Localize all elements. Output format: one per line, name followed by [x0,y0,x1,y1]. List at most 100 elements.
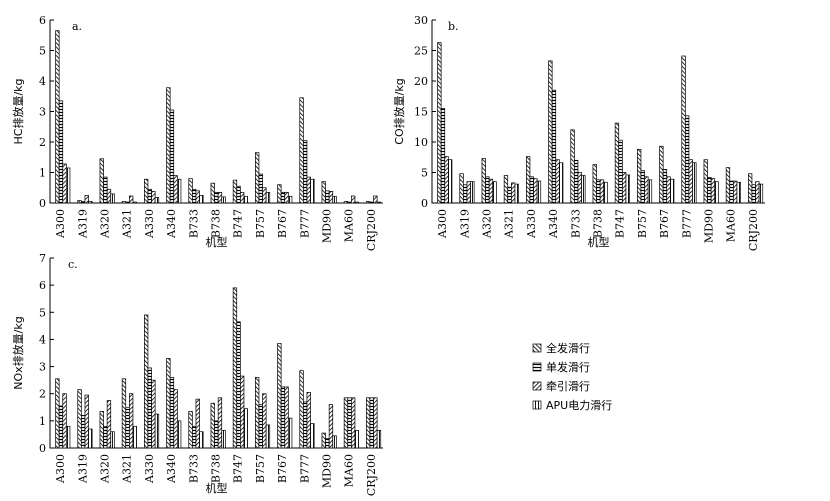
bar-b767-series-2 [280,386,286,449]
category-label: B733 [187,209,200,238]
bar-b733-series-3 [577,172,582,204]
bar-a321-series-3 [129,393,134,449]
bar-b767-series-4 [669,178,675,204]
bar-b757-series-4 [647,179,653,204]
y-axis-title: CO排放量/kg [392,78,406,144]
bar-b733-series-3 [195,190,200,204]
bar-a340-series-1 [166,87,171,204]
bar-b777-series-2 [303,140,308,204]
category-label: A300 [436,209,449,239]
bar-md90-series-1 [703,159,708,204]
chart-panels: 0 1 2 3 4 5 6 A300 A319 A320 A321 A330 A340 B733 B738 B… [11,14,765,496]
bar-b757-series-4 [265,424,271,449]
bar-a340-series-3 [173,389,178,449]
bar-a321-series-2 [125,201,130,204]
bar-b767-series-2 [662,169,668,204]
bar-a320-series-3 [488,178,494,204]
category-label: A321 [121,454,134,484]
bar-crj200-series-2 [369,397,374,449]
y-tick-label: 20 [414,75,428,88]
y-tick-label: 6 [39,14,46,27]
bar-a340-series-3 [173,175,178,204]
bar-b738-series-4 [603,181,608,204]
bar-a340-series-2 [169,377,175,449]
bar-a320-series-2 [485,176,490,204]
bar-b733-series-4 [199,195,204,204]
bar-a340-series-2 [169,109,175,204]
category-label: B757 [254,454,267,483]
bar-a300-series-1 [55,378,60,449]
bar-a330-series-4 [154,413,160,449]
bar-md90-series-4 [332,195,337,204]
bar-a320-series-1 [99,158,104,204]
y-axis-title: NOx排放量/kg [11,316,25,389]
bar-a319-series-1 [77,389,82,449]
bar-b738-series-2 [214,420,219,449]
category-label: B757 [254,209,267,238]
category-label: MA60 [343,454,356,487]
bar-ma60-series-4 [354,201,359,204]
bar-a320-series-4 [492,181,497,204]
bar-b747-series-4 [625,174,630,204]
y-tick-label: 5 [39,45,46,58]
category-label: B777 [680,209,693,238]
bar-a321-series-2 [507,186,512,204]
bar-crj200-series-1 [747,173,753,204]
y-tick-label: 4 [39,333,46,346]
bar-a320-series-1 [99,411,104,449]
category-label: A340 [165,209,178,239]
legend-label: 全发滑行 [546,341,590,355]
bar-a321-series-2 [125,406,130,449]
bar-a300-series-2 [440,108,446,204]
bar-b777-series-4 [310,423,315,449]
bar-a330-series-1 [525,156,531,204]
bar-md90-series-4 [714,181,719,204]
bar-ma60-series-2 [347,201,352,204]
bar-b747-series-1 [232,287,238,449]
legend-swatch [532,400,542,410]
category-label: CRJ200 [365,209,378,251]
bar-a330-series-1 [144,178,149,204]
bar-b738-series-3 [599,179,605,204]
bar-a321-series-1 [121,378,127,449]
x-axis-title: 机型 [206,481,228,495]
y-tick-label: 25 [414,45,428,58]
bar-crj200-series-3 [373,195,378,204]
chart-panel-b: 0 5 10 15 20 25 30 A300 A319 A320 A321 A330 A340 B733… [392,14,765,251]
bar-b777-series-2 [684,115,690,204]
category-label: B738 [592,209,605,238]
category-label: MD90 [321,454,334,488]
bar-b733-series-4 [199,431,204,449]
bar-a340-series-1 [166,358,171,449]
bar-b757-series-3 [262,187,267,204]
category-label: A319 [76,209,89,239]
bar-a340-series-4 [177,178,182,204]
bar-a340-series-4 [558,162,564,204]
bar-crj200-series-2 [369,201,374,204]
bar-b747-series-2 [236,321,241,449]
bar-b738-series-2 [214,191,219,204]
panel-label: b. [448,20,459,33]
category-label: B738 [210,209,223,238]
bar-b747-series-3 [621,172,627,204]
category-label: B767 [276,209,289,238]
bar-crj200-series-1 [366,397,371,449]
bar-b757-series-2 [640,170,645,204]
category-label: A320 [99,454,112,484]
bar-b777-series-4 [310,178,315,204]
bar-ma60-series-3 [732,180,738,204]
bar-b757-series-1 [636,148,642,204]
bar-b738-series-4 [221,196,226,204]
x-axis-title: 机型 [206,235,228,249]
category-label: B767 [658,209,671,238]
bar-a320-series-3 [106,188,112,204]
bar-a300-series-4 [448,159,453,204]
bar-a321-series-4 [132,201,137,204]
category-label: B747 [614,209,627,238]
bar-b767-series-3 [666,176,671,204]
bar-md90-series-3 [710,178,716,204]
bar-crj200-series-3 [755,181,760,204]
category-label: A319 [458,209,471,239]
bar-a321-series-3 [129,195,134,204]
